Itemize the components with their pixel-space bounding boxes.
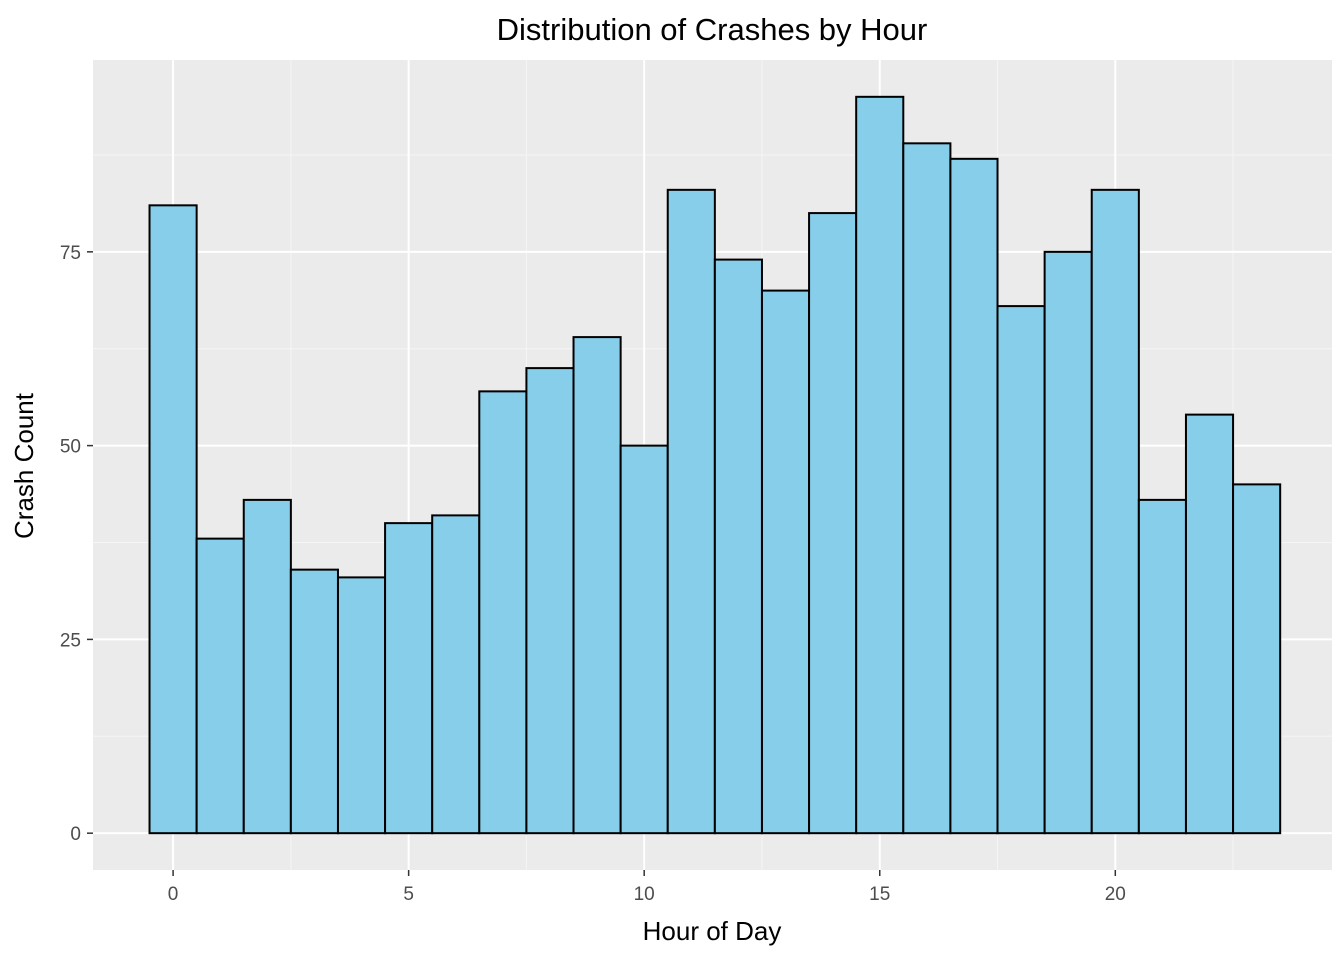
bar-hour-4: [336, 576, 387, 835]
bar-hour-23: [1232, 483, 1282, 835]
x-tick-label: 20: [1105, 884, 1126, 905]
chart-title: Distribution of Crashes by Hour: [497, 12, 928, 47]
bar-hour-8: [525, 367, 575, 835]
bar-hour-1: [195, 537, 245, 835]
y-tick-label: 75: [60, 243, 81, 264]
y-axis: 0 25 50 75: [60, 243, 93, 845]
bar-hour-20: [1090, 188, 1140, 835]
x-tick-label: 5: [403, 884, 414, 905]
bar-hour-19: [1043, 250, 1093, 835]
y-tick-label: 0: [70, 824, 81, 845]
x-axis: 0 5 10 15 20: [168, 870, 1126, 905]
y-axis-title: Crash Count: [9, 392, 39, 539]
bar-hour-5: [384, 522, 434, 835]
bar-hour-6: [431, 514, 481, 835]
bar-hour-0: [148, 204, 198, 835]
x-tick-label: 15: [869, 884, 890, 905]
bar-hour-11: [666, 188, 716, 835]
x-tick-label: 10: [634, 884, 655, 905]
x-axis-title: Hour of Day: [643, 916, 782, 946]
bar-hour-13: [760, 289, 811, 835]
bar-hour-16: [902, 142, 952, 835]
bars: [148, 95, 1282, 835]
bar-hour-9: [572, 336, 622, 835]
bar-hour-15: [855, 95, 905, 835]
bar-hour-3: [289, 568, 339, 835]
bar-hour-12: [713, 258, 763, 835]
bar-hour-17: [949, 157, 999, 835]
bar-hour-14: [808, 212, 858, 835]
y-tick-label: 25: [60, 630, 81, 651]
bar-hour-10: [619, 444, 669, 835]
bar-hour-18: [996, 305, 1046, 835]
y-tick-label: 50: [60, 437, 81, 458]
bar-hour-21: [1137, 498, 1187, 835]
bar-hour-2: [242, 498, 292, 835]
bar-hour-7: [478, 390, 528, 835]
x-tick-label: 0: [168, 884, 179, 905]
bar-hour-22: [1184, 413, 1235, 835]
